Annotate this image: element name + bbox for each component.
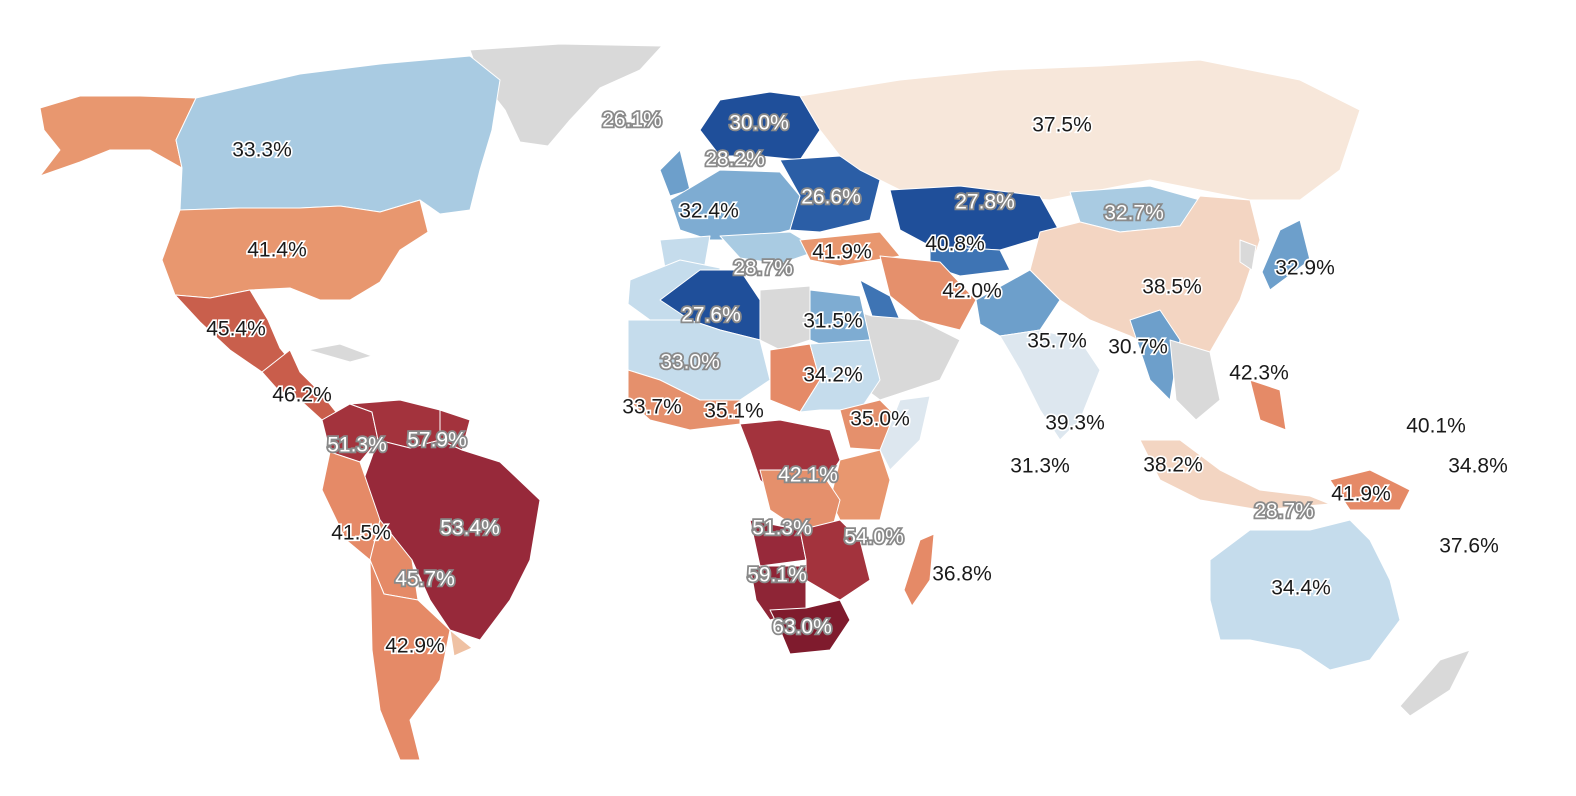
new-zealand-region xyxy=(1399,649,1471,717)
uruguay-region xyxy=(449,629,473,657)
russia-region xyxy=(799,59,1361,201)
region-value-label: 34.2% xyxy=(803,364,863,387)
italy-balkans-region xyxy=(719,231,821,265)
region-value-label: 36.8% xyxy=(932,563,992,586)
region-value-label: 53.4% xyxy=(440,517,500,540)
kazakhstan-region xyxy=(889,185,1061,251)
region-value-label: 41.9% xyxy=(812,241,872,264)
region-value-label: 42.9% xyxy=(385,635,445,658)
canada-region xyxy=(175,55,501,215)
png-region xyxy=(1329,469,1411,511)
china-region xyxy=(1029,195,1261,357)
alaska-region xyxy=(39,95,197,177)
region-value-label: 51.3% xyxy=(327,434,387,457)
region-value-label: 42.1% xyxy=(778,464,838,487)
region-value-label: 39.3% xyxy=(1045,412,1105,435)
australia-region xyxy=(1209,519,1401,671)
cuba-region xyxy=(307,343,373,363)
region-value-label: 57.9% xyxy=(407,429,467,452)
region-value-label: 42.3% xyxy=(1229,362,1289,385)
zambia-mozambique-region xyxy=(799,519,871,601)
region-value-label: 59.1% xyxy=(747,564,807,587)
region-value-label: 32.9% xyxy=(1275,257,1335,280)
india-region xyxy=(999,329,1101,441)
region-value-label: 31.3% xyxy=(1010,455,1070,478)
region-value-label: 41.9% xyxy=(1331,483,1391,506)
chile-argentina-region xyxy=(369,559,451,761)
label-layer: 33.3% 41.4% 45.4% 46.2% 51.3% 57.9% 53.4% 41.5%… xyxy=(205,107,1510,659)
region-value-label: 45.4% xyxy=(206,318,266,341)
region-value-label: 51.3% xyxy=(752,517,812,540)
region-value-label: 45.7% xyxy=(395,568,455,591)
region-value-label: 38.2% xyxy=(1143,454,1203,477)
region-value-label: 40.1% xyxy=(1406,415,1466,438)
somalia-region xyxy=(879,395,931,471)
region-value-label: 28.2% xyxy=(705,148,765,171)
region-value-label: 34.4% xyxy=(1271,577,1331,600)
region-value-label: 35.1% xyxy=(704,400,764,423)
se-asia-region xyxy=(1169,339,1221,421)
region-value-label: 28.7% xyxy=(1254,500,1314,523)
madagascar-region xyxy=(903,533,935,607)
region-value-label: 38.5% xyxy=(1142,276,1202,299)
region-value-label: 33.0% xyxy=(660,351,720,374)
korea-region xyxy=(1239,239,1257,271)
region-value-label: 37.5% xyxy=(1032,114,1092,137)
uk-region xyxy=(659,149,691,197)
region-value-label: 31.5% xyxy=(803,310,863,333)
region-value-label: 40.8% xyxy=(925,233,985,256)
region-value-label: 26.1% xyxy=(602,109,662,132)
land-layer xyxy=(39,43,1471,761)
region-value-label: 41.4% xyxy=(247,239,307,262)
region-value-label: 30.0% xyxy=(729,112,789,135)
region-value-label: 41.5% xyxy=(331,522,391,545)
region-value-label: 26.6% xyxy=(801,186,861,209)
region-value-label: 37.6% xyxy=(1439,535,1499,558)
myanmar-region xyxy=(1129,309,1181,401)
region-value-label: 35.7% xyxy=(1027,330,1087,353)
region-value-label: 42.0% xyxy=(942,280,1002,303)
region-value-label: 32.4% xyxy=(679,200,739,223)
region-value-label: 63.0% xyxy=(772,616,832,639)
indonesia-region xyxy=(1139,439,1331,511)
region-value-label: 28.7% xyxy=(733,257,793,280)
japan-region xyxy=(1261,219,1311,291)
region-value-label: 32.7% xyxy=(1104,202,1164,225)
region-value-label: 27.8% xyxy=(955,191,1015,214)
philippines-region xyxy=(1249,379,1287,431)
region-value-label: 46.2% xyxy=(272,384,332,407)
region-value-label: 33.3% xyxy=(232,139,292,162)
region-value-label: 27.6% xyxy=(681,304,741,327)
region-value-label: 35.0% xyxy=(850,408,910,431)
region-value-label: 34.8% xyxy=(1448,455,1508,478)
turkey-region xyxy=(799,231,901,267)
region-value-label: 33.7% xyxy=(622,396,682,419)
libya-region xyxy=(759,285,811,351)
region-value-label: 30.7% xyxy=(1108,336,1168,359)
south-africa-region xyxy=(769,599,851,655)
region-value-label: 54.0% xyxy=(844,526,904,549)
